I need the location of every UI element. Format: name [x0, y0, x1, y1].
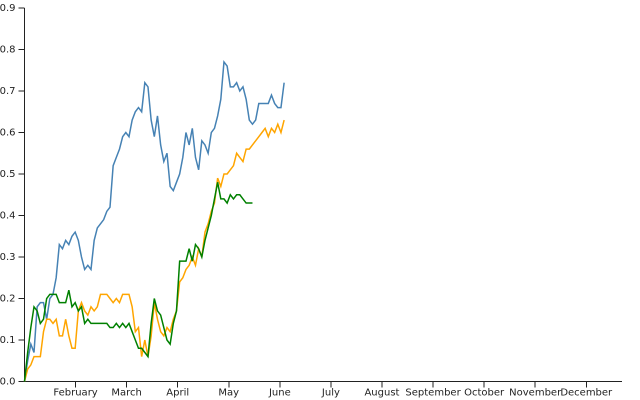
series-line	[23, 119, 285, 382]
x-tick-label: September	[405, 388, 461, 399]
y-tick-label: 0.1	[0, 335, 16, 346]
y-tick-label: 0.7	[0, 86, 16, 97]
series-line	[23, 59, 285, 382]
y-tick-label: 0.0	[0, 377, 16, 388]
y-tick-label: 0.9	[0, 3, 16, 14]
series-line	[23, 182, 253, 382]
x-tick-label: August	[364, 388, 399, 399]
x-tick-label: November	[509, 388, 562, 399]
y-tick-label: 0.8	[0, 45, 16, 56]
y-tick-label: 0.4	[0, 211, 16, 222]
x-tick-label: December	[560, 388, 613, 399]
x-tick-label: April	[166, 388, 189, 399]
x-tick-label: October	[464, 388, 505, 399]
y-tick-label: 0.5	[0, 169, 16, 180]
y-tick-label: 0.3	[0, 252, 16, 263]
y-tick-label: 0.2	[0, 294, 16, 305]
y-tick-label: 0.6	[0, 128, 16, 139]
x-tick-label: July	[321, 388, 340, 399]
x-tick-label: June	[268, 388, 291, 399]
x-tick-label: February	[53, 388, 97, 399]
x-tick-label: May	[218, 388, 239, 399]
x-tick-label: March	[111, 388, 141, 399]
